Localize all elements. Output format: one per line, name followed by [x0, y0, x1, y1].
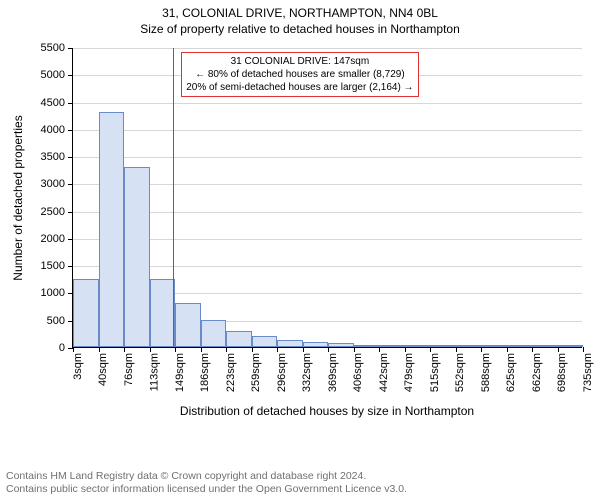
xtick-label: 223sqm — [225, 353, 237, 392]
gridline — [73, 130, 582, 131]
xtick-label: 296sqm — [276, 353, 288, 392]
xtick-label: 186sqm — [200, 353, 212, 392]
chart-container: 0 500 1000 1500 2000 2500 3000 3500 4000 4500 5000… — [0, 40, 600, 430]
histogram-bar — [201, 320, 227, 347]
xtick-label: 625sqm — [506, 353, 518, 392]
histogram-bar — [430, 345, 456, 347]
xtick-mark — [226, 347, 227, 352]
xtick-mark — [354, 347, 355, 352]
xtick-mark — [507, 347, 508, 352]
histogram-bar — [328, 343, 354, 347]
xtick-mark — [583, 347, 584, 352]
xtick-label: 442sqm — [378, 353, 390, 392]
histogram-bar — [354, 345, 380, 347]
histogram-bar — [507, 345, 533, 347]
xtick-label: 552sqm — [455, 353, 467, 392]
chart-title-main: 31, COLONIAL DRIVE, NORTHAMPTON, NN4 0BL — [0, 6, 600, 20]
histogram-bar — [150, 279, 176, 347]
histogram-bar — [558, 345, 584, 347]
x-axis-title: Distribution of detached houses by size … — [180, 404, 474, 418]
xtick-label: 479sqm — [404, 353, 416, 392]
xtick-mark — [277, 347, 278, 352]
xtick-mark — [150, 347, 151, 352]
ytick-label: 4000 — [41, 124, 73, 136]
histogram-bar — [379, 345, 405, 347]
xtick-mark — [532, 347, 533, 352]
ytick-label: 5000 — [41, 69, 73, 81]
xtick-mark — [405, 347, 406, 352]
xtick-label: 406sqm — [353, 353, 365, 392]
ytick-label: 3000 — [41, 178, 73, 190]
histogram-bar — [99, 112, 125, 347]
xtick-mark — [481, 347, 482, 352]
reference-line — [173, 48, 174, 347]
ytick-label: 0 — [59, 342, 73, 354]
xtick-label: 588sqm — [480, 353, 492, 392]
xtick-label: 113sqm — [149, 353, 161, 391]
ytick-label: 3500 — [41, 151, 73, 163]
gridline — [73, 48, 582, 49]
annotation-line: 31 COLONIAL DRIVE: 147sqm — [186, 55, 413, 68]
histogram-bar — [175, 303, 201, 347]
histogram-bar — [532, 345, 558, 347]
ytick-label: 1000 — [41, 287, 73, 299]
xtick-label: 259sqm — [251, 353, 263, 392]
annotation-line: 20% of semi-detached houses are larger (… — [186, 81, 413, 94]
xtick-mark — [252, 347, 253, 352]
annotation-callout: 31 COLONIAL DRIVE: 147sqm← 80% of detach… — [181, 52, 418, 97]
xtick-mark — [430, 347, 431, 352]
gridline — [73, 103, 582, 104]
xtick-label: 3sqm — [72, 353, 84, 380]
footnote: Contains HM Land Registry data © Crown c… — [6, 470, 594, 496]
xtick-mark — [328, 347, 329, 352]
histogram-bar — [73, 279, 99, 347]
xtick-label: 40sqm — [98, 353, 110, 386]
histogram-bar — [405, 345, 431, 347]
footnote-line-1: Contains HM Land Registry data © Crown c… — [6, 470, 594, 483]
xtick-mark — [175, 347, 176, 352]
gridline — [73, 157, 582, 158]
ytick-label: 5500 — [41, 42, 73, 54]
xtick-label: 515sqm — [429, 353, 441, 392]
xtick-label: 662sqm — [531, 353, 543, 392]
ytick-label: 2500 — [41, 206, 73, 218]
y-axis-title: Number of detached properties — [11, 115, 25, 280]
xtick-label: 149sqm — [174, 353, 186, 392]
histogram-bar — [124, 167, 150, 347]
histogram-bar — [456, 345, 482, 347]
histogram-bar — [303, 342, 329, 347]
plot-area: 0500100015002000250030003500400045005000… — [72, 48, 582, 348]
xtick-label: 76sqm — [123, 353, 135, 386]
chart-title-sub: Size of property relative to detached ho… — [0, 22, 600, 36]
xtick-label: 698sqm — [557, 353, 569, 392]
footnote-line-2: Contains public sector information licen… — [6, 483, 594, 496]
xtick-mark — [379, 347, 380, 352]
xtick-mark — [303, 347, 304, 352]
annotation-line: ← 80% of detached houses are smaller (8,… — [186, 68, 413, 81]
ytick-label: 2000 — [41, 233, 73, 245]
ytick-label: 1500 — [41, 260, 73, 272]
histogram-bar — [277, 340, 303, 347]
histogram-bar — [481, 345, 507, 347]
ytick-label: 4500 — [41, 97, 73, 109]
xtick-label: 332sqm — [302, 353, 314, 392]
xtick-mark — [558, 347, 559, 352]
xtick-label: 369sqm — [327, 353, 339, 392]
histogram-bar — [252, 336, 278, 347]
xtick-label: 735sqm — [582, 353, 594, 392]
xtick-mark — [456, 347, 457, 352]
xtick-mark — [201, 347, 202, 352]
xtick-mark — [124, 347, 125, 352]
histogram-bar — [226, 331, 252, 347]
ytick-label: 500 — [47, 315, 73, 327]
xtick-mark — [99, 347, 100, 352]
xtick-mark — [73, 347, 74, 352]
